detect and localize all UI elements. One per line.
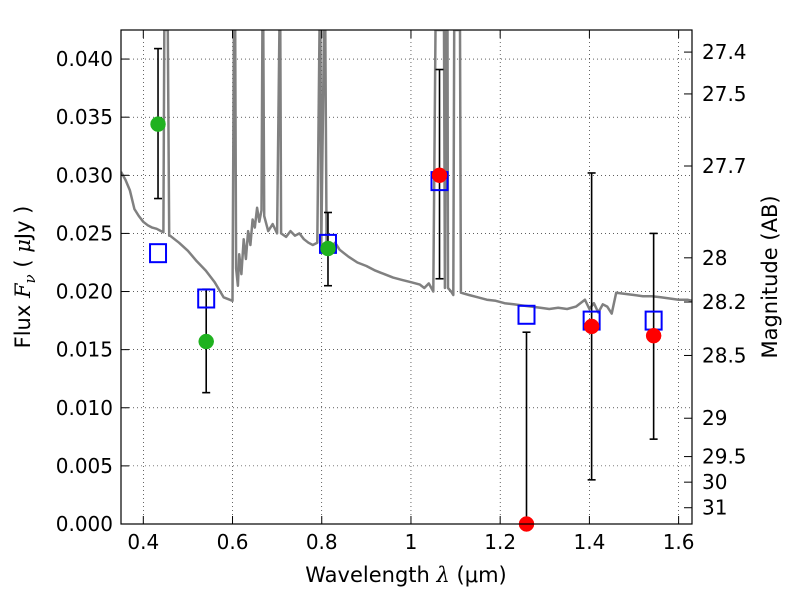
data-point-circle — [583, 318, 600, 335]
x-tick-label: 0.8 — [306, 530, 338, 554]
x-tick-label: 1 — [405, 530, 418, 554]
magnitude-tick-label: 29 — [702, 406, 727, 430]
y2-axis-title: Magnitude (AB) — [758, 195, 782, 358]
y-tick-labels: 0.000 0.005 0.010 0.015 0.020 0.025 0.030 0.035… — [56, 47, 113, 536]
magnitude-tick-label: 28.5 — [702, 343, 747, 367]
magnitude-tick-label: 28 — [702, 246, 727, 270]
data-point-circle — [645, 327, 662, 344]
y-tick-label: 0.000 — [56, 512, 113, 536]
x-tick-label: 0.4 — [127, 530, 159, 554]
x-axis-title-text: Wavelength — [305, 563, 430, 587]
x-tick-label: 1.4 — [573, 530, 605, 554]
model-spectrum-layer — [121, 30, 692, 315]
y-axis-title-text: Flux — [11, 305, 35, 349]
y-tick-label: 0.035 — [56, 105, 113, 129]
y-axis-unit-mu: μ — [11, 239, 35, 253]
data-point-circle — [431, 167, 448, 184]
magnitude-tick-label: 27.4 — [702, 40, 747, 64]
y-axis-unit-open: ( — [11, 259, 35, 267]
y-tick-label: 0.025 — [56, 221, 113, 245]
data-point-circle — [198, 333, 214, 350]
x-axis-symbol: λ — [436, 563, 450, 587]
y-tick-label: 0.005 — [56, 454, 113, 478]
magnitude-tick-label: 27.7 — [702, 154, 747, 178]
y-axis-symbol: F — [11, 282, 35, 299]
y-tick-label: 0.010 — [56, 396, 113, 420]
tick-marks — [121, 30, 692, 525]
model-spectrum-line — [121, 30, 692, 315]
y-tick-label: 0.030 — [56, 163, 113, 187]
errorbar-layer — [154, 47, 658, 525]
y-tick-label: 0.020 — [56, 280, 113, 304]
y-axis-subscript: ν — [21, 274, 39, 283]
magnitude-tick-label: 29.5 — [702, 445, 747, 469]
plot-frame — [120, 29, 693, 525]
y-tick-label: 0.040 — [56, 47, 113, 71]
magnitude-tick-label: 28.2 — [702, 290, 747, 314]
y-axis-title: Flux Fν ( μJy ) — [11, 206, 39, 349]
magnitude-tick-label: 31 — [702, 496, 727, 520]
y-tick-label: 0.015 — [56, 338, 113, 362]
data-point-circle — [320, 240, 336, 257]
model-point-square — [197, 288, 216, 309]
x-axis-unit: (μm) — [457, 563, 507, 587]
magnitude-tick-label: 27.5 — [702, 82, 747, 106]
x-tick-labels: 0.4 0.6 0.8 1 1.2 1.4 1.6 — [127, 530, 694, 554]
x-tick-label: 0.6 — [217, 530, 249, 554]
x-axis-title: Wavelength λ (μm) — [305, 563, 506, 587]
model-point-square — [149, 243, 168, 264]
model-point-square — [517, 304, 536, 325]
x-tick-label: 1.2 — [484, 530, 516, 554]
grid-lines — [121, 30, 692, 525]
marker-layer — [149, 116, 663, 532]
y-axis-unit-rest: Jy ) — [11, 206, 35, 242]
magnitude-tick-label: 30 — [702, 470, 727, 494]
x-tick-label: 1.6 — [663, 530, 695, 554]
data-point-circle — [150, 116, 166, 132]
